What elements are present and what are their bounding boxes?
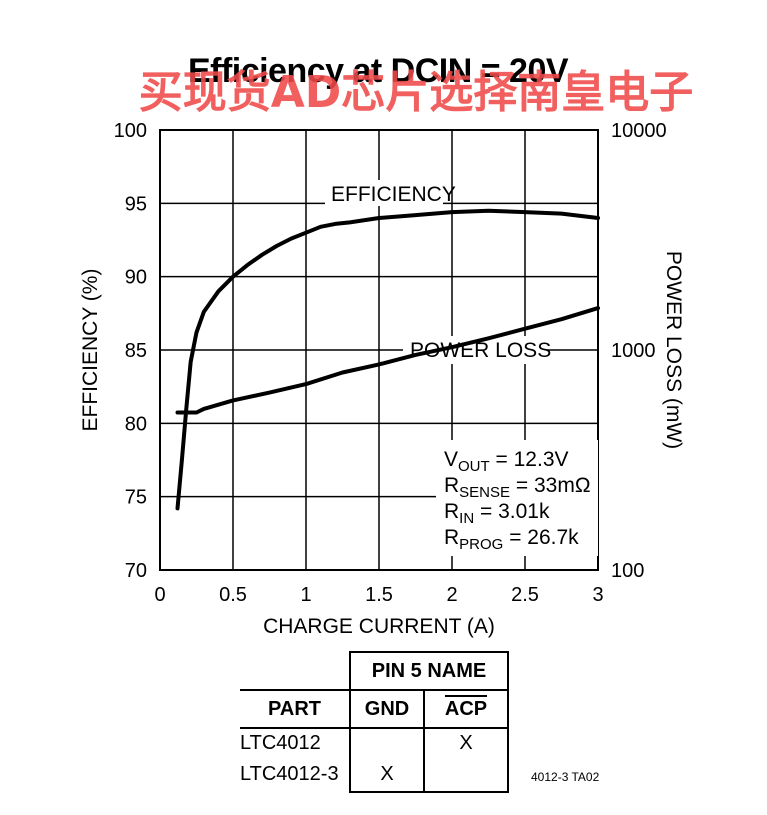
condition-line: RSENSE = 33mΩ bbox=[444, 474, 591, 501]
condition-line: VOUT = 12.3V bbox=[444, 448, 569, 475]
x-axis-label: CHARGE CURRENT (A) bbox=[263, 615, 495, 638]
right-tick-label: 10000 bbox=[611, 120, 667, 142]
x-axis-ticks: 0 0.5 1 1.5 2 2.5 3 bbox=[154, 584, 603, 606]
condition-line: RPROG = 26.7k bbox=[444, 526, 579, 553]
left-tick-label: 90 bbox=[125, 267, 147, 289]
table-row: LTC4012 X bbox=[240, 728, 509, 760]
x-tick-label: 0 bbox=[154, 584, 165, 606]
left-tick-label: 85 bbox=[125, 340, 147, 362]
gnd-cell bbox=[349, 728, 424, 760]
figure-id: 4012-3 TA02 bbox=[531, 770, 600, 784]
pin-table-empty-cell bbox=[240, 652, 350, 690]
x-tick-label: 2 bbox=[446, 584, 457, 606]
efficiency-chart: Efficiency at DCIN = 20V 0 0.5 1 1.5 2 2.5 3 7… bbox=[79, 52, 694, 638]
x-tick-label: 2.5 bbox=[511, 584, 539, 606]
left-tick-label: 95 bbox=[125, 193, 147, 215]
series-layer bbox=[175, 208, 600, 511]
pin-table-group-row: PIN 5 NAME bbox=[240, 651, 509, 690]
right-axis-label: POWER LOSS (mW) bbox=[662, 251, 685, 449]
efficiency-line bbox=[175, 208, 600, 511]
gnd-column-header: GND bbox=[349, 689, 424, 729]
acp-cell: X bbox=[423, 728, 509, 760]
left-tick-label: 80 bbox=[125, 413, 147, 435]
acp-overbar-label: ACP bbox=[444, 694, 488, 720]
x-tick-label: 1.5 bbox=[365, 584, 393, 606]
part-cell: LTC4012 bbox=[240, 732, 321, 754]
right-tick-label: 100 bbox=[611, 560, 644, 582]
left-axis-label: EFFICIENCY (%) bbox=[79, 269, 102, 432]
left-tick-label: 70 bbox=[125, 560, 147, 582]
pin-5-name-header: PIN 5 NAME bbox=[349, 651, 509, 690]
efficiency-series-label: EFFICIENCY bbox=[331, 183, 456, 206]
acp-column-header: ACP bbox=[423, 689, 509, 729]
power-loss-series-label: POWER LOSS bbox=[410, 339, 551, 362]
part-cell: LTC4012-3 bbox=[240, 763, 339, 785]
left-tick-label: 100 bbox=[114, 120, 147, 142]
right-axis-ticks: 100 1000 10000 bbox=[611, 120, 667, 582]
acp-cell bbox=[423, 760, 509, 793]
conditions-bg bbox=[436, 440, 598, 556]
part-column-header: PART bbox=[240, 689, 350, 729]
gnd-cell: X bbox=[349, 760, 424, 793]
pin-table: PIN 5 NAME PART GND ACP LTC4012 X LTC401… bbox=[240, 651, 509, 793]
x-tick-label: 3 bbox=[592, 584, 603, 606]
plot-frame bbox=[159, 129, 599, 571]
left-tick-label: 75 bbox=[125, 487, 147, 509]
watermark: 买现货AD芯片选择南皇电子 bbox=[139, 67, 694, 118]
pin-table-header-row: PART GND ACP bbox=[240, 689, 509, 729]
power-loss-line bbox=[175, 306, 600, 415]
condition-line: RIN = 3.01k bbox=[444, 500, 550, 527]
right-tick-label: 1000 bbox=[611, 340, 656, 362]
table-row: LTC4012-3 X bbox=[240, 760, 509, 793]
left-axis-ticks: 70 75 80 85 90 95 100 bbox=[114, 120, 147, 582]
chart-title: Efficiency at DCIN = 20V bbox=[188, 52, 569, 90]
x-tick-label: 1 bbox=[300, 584, 311, 606]
efficiency-label-bg bbox=[325, 180, 443, 206]
x-tick-label: 0.5 bbox=[219, 584, 247, 606]
